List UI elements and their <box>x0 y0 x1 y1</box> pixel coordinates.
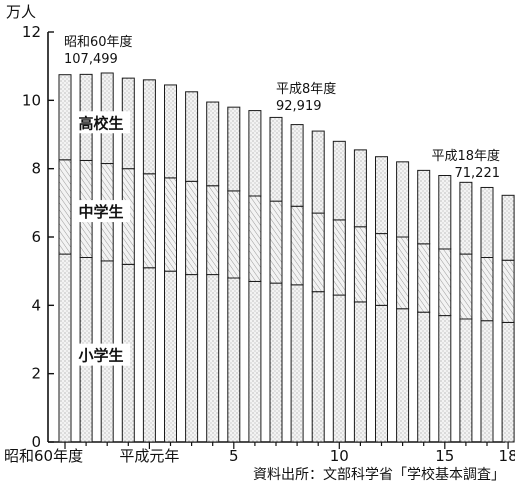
bar-segment-high-school <box>206 101 220 187</box>
bar-segment-high-school <box>375 156 388 235</box>
bar-segment-elementary <box>501 321 515 443</box>
x-tick-label: 10 <box>330 447 349 465</box>
bar-segment-junior-high <box>58 159 72 255</box>
y-tick-label: 0 <box>31 433 41 451</box>
bar-segment-high-school <box>290 124 304 207</box>
y-tick-label: 2 <box>31 365 41 383</box>
bar-segment-high-school <box>353 149 367 228</box>
annotation-value: 107,499 <box>64 52 118 67</box>
bar-segment-junior-high <box>396 236 410 310</box>
unit-label: 万人 <box>6 3 36 21</box>
annotation-year: 平成18年度 <box>431 148 500 164</box>
bar-segment-high-school <box>248 110 262 197</box>
series-label-bg <box>72 111 130 134</box>
bar-segment-elementary <box>417 311 431 443</box>
bar-segment-elementary <box>438 315 452 443</box>
bar-segment-high-school <box>269 116 283 202</box>
bar-segment-elementary <box>459 318 473 443</box>
y-tick-label: 4 <box>31 296 41 314</box>
bar-segment-high-school <box>58 74 72 161</box>
y-tick-label: 12 <box>22 23 41 41</box>
bar-segment-junior-high <box>501 259 515 323</box>
x-tick-label: 15 <box>435 447 454 465</box>
bar-segment-junior-high <box>142 173 156 269</box>
series-label: 小学生 <box>72 343 130 366</box>
bar-segment-junior-high <box>248 195 262 282</box>
bar-segment-high-school <box>185 91 199 182</box>
annotation-value: 92,919 <box>276 99 322 114</box>
bar-segment-elementary <box>269 282 283 443</box>
bar-segment-junior-high <box>227 190 241 279</box>
y-tick-label: 6 <box>31 228 41 246</box>
series-label-text: 高校生 <box>78 114 123 132</box>
x-tick-label: 平成元年 <box>119 447 179 465</box>
x-tick-label: 昭和60年度 <box>4 447 83 465</box>
bar-segment-junior-high <box>164 177 177 272</box>
bar-segment-junior-high <box>459 253 473 320</box>
bar-segment-high-school <box>480 186 494 258</box>
series-label-bg <box>72 200 130 223</box>
bar-segment-high-school <box>164 84 177 179</box>
bar-segment-high-school <box>311 130 325 214</box>
bar-segment-elementary <box>353 301 367 443</box>
bar-segment-elementary <box>290 284 304 443</box>
bar-segment-junior-high <box>311 212 325 293</box>
bar-segment-elementary <box>480 320 494 443</box>
annotation-value: 71,221 <box>455 166 501 181</box>
y-tick-label: 8 <box>31 160 41 178</box>
x-tick-label: 5 <box>229 447 239 465</box>
bar-segment-high-school <box>332 140 346 221</box>
series-label-text: 中学生 <box>78 203 123 221</box>
annotation-year: 昭和60年度 <box>64 34 133 50</box>
bar-segment-junior-high <box>438 248 452 317</box>
bar-segment-elementary <box>58 253 72 443</box>
bar-segment-junior-high <box>269 200 283 284</box>
series-label-bg <box>72 343 130 366</box>
series-label: 中学生 <box>72 200 130 223</box>
bar-segment-junior-high <box>206 185 220 276</box>
bar-segment-elementary <box>142 267 156 443</box>
bar-segment-elementary <box>206 274 220 443</box>
bar-segment-high-school <box>438 175 452 250</box>
bar-segment-junior-high <box>353 226 367 303</box>
bar-segment-high-school <box>417 169 431 245</box>
bar-segment-elementary <box>375 304 388 443</box>
y-tick-label: 10 <box>22 91 41 109</box>
annotation-year: 平成8年度 <box>276 81 336 97</box>
bar-segment-elementary <box>185 274 199 443</box>
bar-segment-high-school <box>227 106 241 192</box>
series-label-text: 小学生 <box>78 347 123 365</box>
bar-segment-junior-high <box>332 219 346 296</box>
bar-segment-junior-high <box>417 243 431 313</box>
bar-segment-elementary <box>332 294 346 443</box>
bars <box>58 72 515 443</box>
bar-segment-elementary <box>396 308 410 443</box>
bar-segment-junior-high <box>290 205 304 286</box>
bar-segment-elementary <box>227 277 241 443</box>
bar-segment-high-school <box>459 181 473 255</box>
bar-segment-elementary <box>248 280 262 443</box>
bar-segment-elementary <box>164 270 177 443</box>
x-tick-label: 18 <box>499 447 515 465</box>
bar-segment-high-school <box>396 161 410 238</box>
bar-segment-junior-high <box>375 233 388 306</box>
bar-segment-junior-high <box>480 257 494 322</box>
annotations: 昭和60年度 107,499 平成8年度 92,919 平成18年度 71,221 <box>64 34 500 181</box>
series-label: 高校生 <box>72 111 130 134</box>
bar-segment-elementary <box>311 291 325 443</box>
source-note: 資料出所：文部科学省「学校基本調査」 <box>253 466 505 483</box>
bar-segment-junior-high <box>185 180 199 276</box>
bar-segment-high-school <box>142 79 156 175</box>
bar-segment-high-school <box>501 194 515 261</box>
